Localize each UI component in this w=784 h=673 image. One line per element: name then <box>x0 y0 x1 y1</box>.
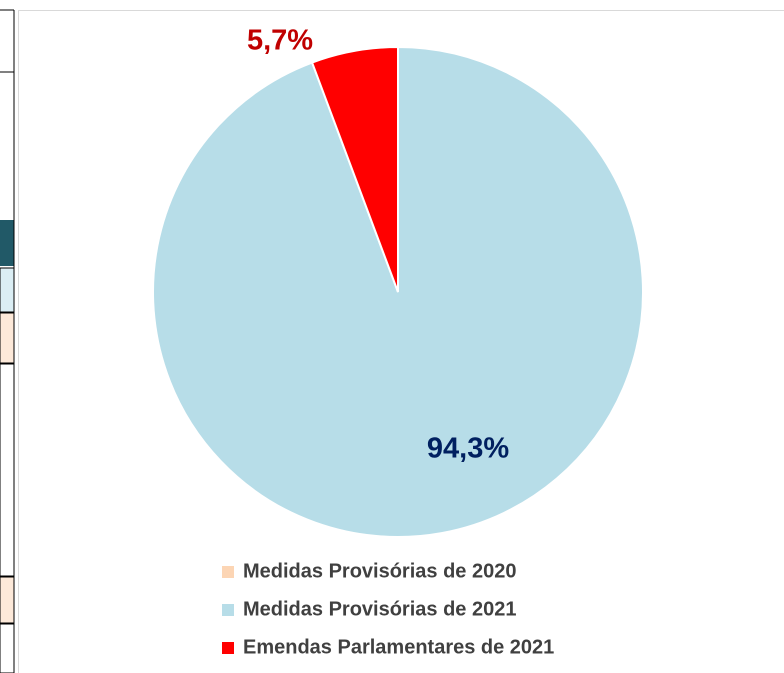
data-label: 5,7% <box>247 25 313 57</box>
legend-label: Emendas Parlamentares de 2021 <box>243 636 554 658</box>
legend-label: Medidas Provisórias de 2021 <box>243 598 516 620</box>
pie-slice <box>310 45 399 293</box>
table-cell <box>0 623 15 673</box>
pie-chart: 94,3% 5,7% Medidas Provisórias de 2020 Medi… <box>152 25 644 658</box>
table-cell <box>0 220 14 266</box>
legend-swatch <box>222 642 234 654</box>
data-label: 94,3% <box>427 433 509 465</box>
legend-swatch <box>222 566 234 578</box>
legend-swatch <box>222 604 234 616</box>
table-fragment <box>0 9 15 673</box>
table-cell <box>0 363 15 577</box>
table-cell <box>0 576 15 624</box>
table-cell <box>0 312 15 364</box>
legend-label: Medidas Provisórias de 2020 <box>243 560 516 582</box>
table-cell <box>0 267 15 313</box>
